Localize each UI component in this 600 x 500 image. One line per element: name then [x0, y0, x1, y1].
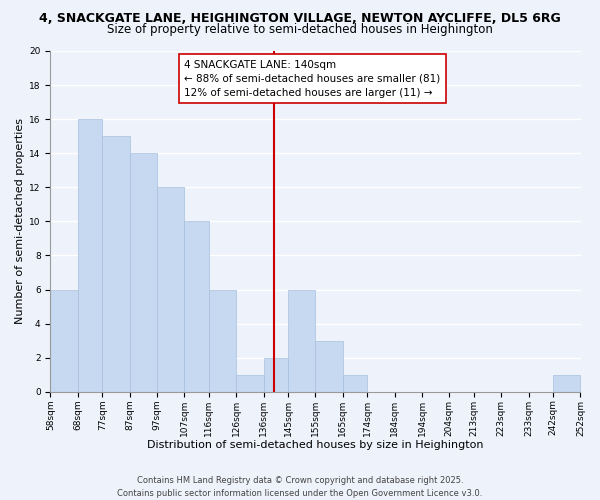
- Text: 4 SNACKGATE LANE: 140sqm
← 88% of semi-detached houses are smaller (81)
12% of s: 4 SNACKGATE LANE: 140sqm ← 88% of semi-d…: [184, 60, 440, 98]
- Bar: [288, 290, 316, 392]
- Bar: [316, 340, 343, 392]
- Bar: [130, 153, 157, 392]
- Text: 4, SNACKGATE LANE, HEIGHINGTON VILLAGE, NEWTON AYCLIFFE, DL5 6RG: 4, SNACKGATE LANE, HEIGHINGTON VILLAGE, …: [39, 12, 561, 26]
- Bar: [157, 188, 184, 392]
- Text: Contains HM Land Registry data © Crown copyright and database right 2025.
Contai: Contains HM Land Registry data © Crown c…: [118, 476, 482, 498]
- Text: Size of property relative to semi-detached houses in Heighington: Size of property relative to semi-detach…: [107, 22, 493, 36]
- Bar: [236, 375, 263, 392]
- Y-axis label: Number of semi-detached properties: Number of semi-detached properties: [15, 118, 25, 324]
- Bar: [103, 136, 130, 392]
- Bar: [209, 290, 236, 392]
- Bar: [78, 119, 103, 392]
- Bar: [263, 358, 288, 392]
- X-axis label: Distribution of semi-detached houses by size in Heighington: Distribution of semi-detached houses by …: [147, 440, 484, 450]
- Bar: [553, 375, 580, 392]
- Bar: [343, 375, 367, 392]
- Bar: [50, 290, 78, 392]
- Bar: [184, 222, 209, 392]
